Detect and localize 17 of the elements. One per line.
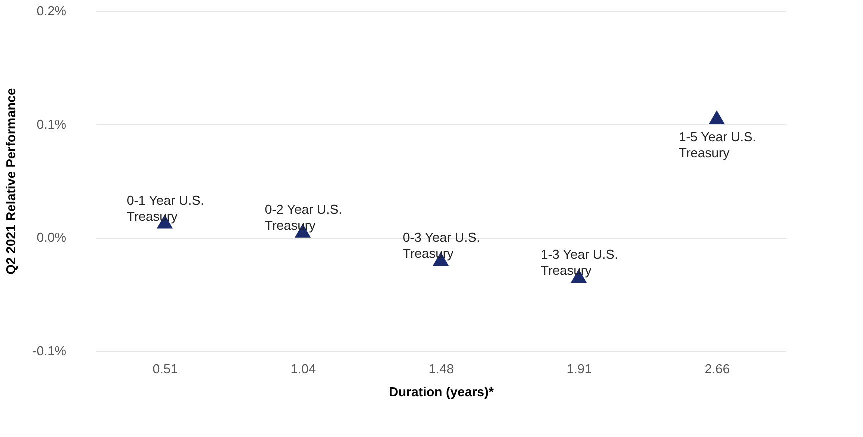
annotation: 1-3 Year U.S. Treasury bbox=[541, 247, 618, 278]
x-axis-title: Duration (years)* bbox=[389, 384, 495, 400]
x-tick-label: 0.51 bbox=[152, 362, 178, 376]
y-axis-title: Q2 2021 Relative Performance bbox=[4, 88, 19, 275]
x-tick-label: 1.48 bbox=[428, 362, 454, 376]
annotation: 0-1 Year U.S. Treasury bbox=[127, 192, 204, 224]
y-tick-label: -0.1% bbox=[32, 344, 67, 358]
y-tick-label: 0.1% bbox=[36, 116, 67, 132]
x-tick-label: 1.91 bbox=[566, 362, 592, 376]
annotation: 0-3 Year U.S. Treasury bbox=[403, 230, 480, 262]
annotation: 0-2 Year U.S. Treasury bbox=[265, 202, 342, 233]
annotation: 1-5 Year U.S. Treasury bbox=[679, 130, 756, 161]
y-tick-label: 0.2% bbox=[36, 4, 67, 18]
x-tick-label: 2.66 bbox=[704, 362, 730, 376]
point bbox=[708, 110, 726, 125]
y-tick-label: 0.0% bbox=[36, 230, 67, 246]
x-tick-label: 1.04 bbox=[290, 362, 316, 376]
